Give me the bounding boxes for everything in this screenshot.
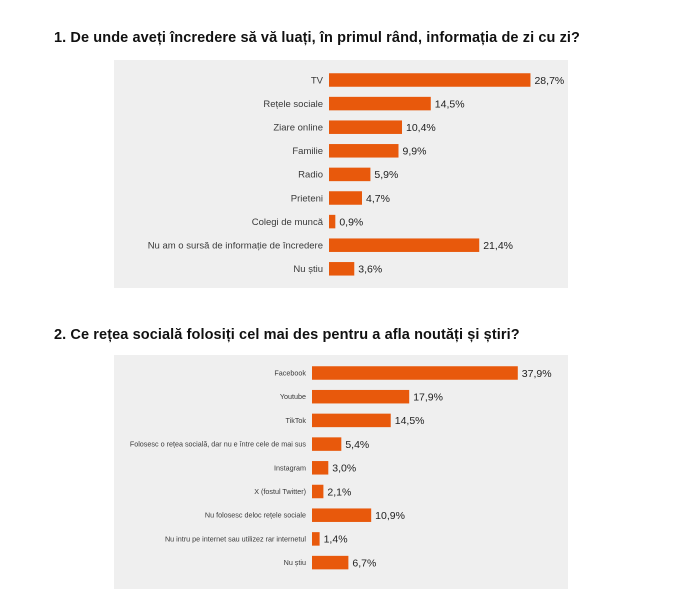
chart-1-bar xyxy=(329,144,399,158)
chart-2-bar xyxy=(312,555,349,570)
chart-1-bar xyxy=(329,73,531,87)
chart-2-bar xyxy=(312,366,518,380)
chart-2-value-label: 5,4% xyxy=(345,439,369,451)
chart-2-bar xyxy=(312,508,372,522)
chart-2-bar xyxy=(312,413,391,428)
chart-2-value-label: 17,9% xyxy=(413,391,443,403)
chart-2-value-label: 10,9% xyxy=(375,510,405,522)
chart-2-category-label: TikTok xyxy=(286,416,307,425)
chart-1-bar xyxy=(329,238,480,252)
chart-1-value-label: 9,9% xyxy=(402,146,426,158)
chart-1-svg: TV 28,7% Rețele sociale 14,5% Ziare online 10… xyxy=(148,73,564,276)
chart-2-bar xyxy=(312,437,342,451)
chart-2-value-label: 14,5% xyxy=(395,415,425,427)
chart-1-bar xyxy=(329,262,355,276)
chart-1-category-label: Radio xyxy=(298,170,323,181)
chart-2-category-label: Nu știu xyxy=(284,558,306,567)
chart-1-bar xyxy=(329,214,336,229)
chart-1-value-label: 0,9% xyxy=(339,216,363,228)
chart-2-value-label: 6,7% xyxy=(352,557,376,569)
chart-2-bar xyxy=(312,389,410,404)
chart-2-category-label: Nu folosesc deloc rețele sociale xyxy=(205,511,306,520)
chart-2-value-label: 37,9% xyxy=(522,368,552,380)
chart-1-category-label: Familie xyxy=(292,146,323,157)
chart-1-value-label: 4,7% xyxy=(366,193,390,205)
chart-1-value-label: 21,4% xyxy=(483,240,513,252)
chart-1-category-label: Nu știu xyxy=(293,264,323,275)
chart-2-category-label: Instagram xyxy=(274,463,306,472)
chart-2-value-label: 3,0% xyxy=(332,463,356,475)
chart-2-bar xyxy=(312,461,329,475)
chart-1-category-label: Ziare online xyxy=(273,123,323,134)
chart-1-category-label: Colegi de muncă xyxy=(252,217,324,228)
chart-2-bar xyxy=(312,484,324,499)
chart-2-category-label: Youtube xyxy=(280,392,306,401)
chart-1-bar xyxy=(329,96,431,111)
chart-2-category-label: X (fostul Twitter) xyxy=(254,487,306,496)
chart-2-value-label: 2,1% xyxy=(327,486,351,498)
chart-1-bar xyxy=(329,167,371,182)
chart-2-category-label: Folosesc o rețea socială, dar nu e între… xyxy=(130,440,307,449)
chart-1-value-label: 14,5% xyxy=(435,98,465,110)
chart-1-category-label: Prieteni xyxy=(291,193,323,204)
chart-1-value-label: 5,9% xyxy=(374,169,398,181)
question-1-heading: 1. De unde aveți încredere să vă luați, … xyxy=(54,30,581,46)
chart-1-bar xyxy=(329,191,362,205)
chart-1-value-label: 10,4% xyxy=(406,122,436,134)
chart-2-panel: Facebook 37,9% Youtube 17,9% TikTok 14,5% Folo… xyxy=(114,355,568,589)
chart-1-value-label: 28,7% xyxy=(534,75,564,87)
chart-1-category-label: Rețele sociale xyxy=(263,99,323,110)
chart-2-bar xyxy=(312,532,320,546)
question-2-heading: 2. Ce rețea socială folosiți cel mai des… xyxy=(54,327,520,343)
chart-1-category-label: TV xyxy=(311,75,324,86)
chart-2-svg: Facebook 37,9% Youtube 17,9% TikTok 14,5% Folo… xyxy=(130,366,552,570)
chart-1-category-label: Nu am o sursă de informație de încredere xyxy=(148,241,323,252)
chart-2-category-label: Nu intru pe internet sau utilizez rar in… xyxy=(165,534,306,543)
chart-2-value-label: 1,4% xyxy=(324,534,348,546)
chart-1-value-label: 3,6% xyxy=(358,264,382,276)
chart-1-bar xyxy=(329,120,403,134)
chart-1-panel: TV 28,7% Rețele sociale 14,5% Ziare online 10… xyxy=(114,60,568,288)
chart-2-category-label: Facebook xyxy=(274,369,306,378)
